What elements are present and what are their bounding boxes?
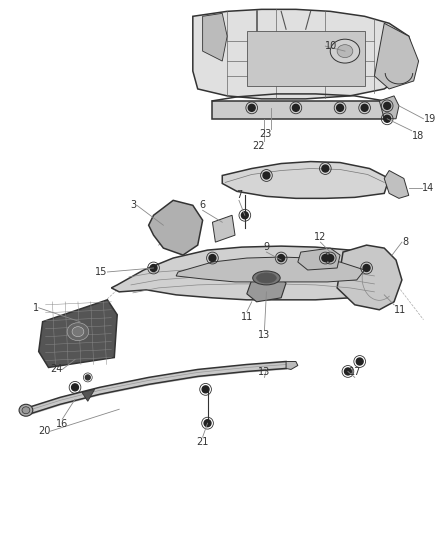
Text: 6: 6: [199, 200, 205, 211]
Circle shape: [262, 172, 269, 179]
Polygon shape: [212, 215, 234, 242]
Ellipse shape: [329, 39, 359, 63]
Polygon shape: [148, 200, 202, 255]
Polygon shape: [336, 245, 401, 310]
Circle shape: [208, 255, 215, 262]
Text: 14: 14: [420, 183, 433, 193]
Polygon shape: [192, 10, 413, 99]
Polygon shape: [246, 275, 286, 302]
Polygon shape: [111, 246, 388, 300]
Circle shape: [71, 384, 78, 391]
Ellipse shape: [252, 271, 279, 285]
Text: 21: 21: [196, 437, 208, 447]
Circle shape: [360, 104, 367, 111]
Circle shape: [241, 212, 248, 219]
Text: 11: 11: [393, 305, 406, 315]
Ellipse shape: [67, 322, 88, 341]
Polygon shape: [222, 161, 388, 198]
Text: 20: 20: [38, 426, 50, 436]
Text: 3: 3: [131, 200, 137, 211]
Polygon shape: [297, 248, 339, 270]
Ellipse shape: [256, 273, 276, 283]
Text: 11: 11: [240, 312, 252, 322]
Circle shape: [201, 386, 208, 393]
Polygon shape: [246, 31, 364, 86]
Circle shape: [204, 419, 211, 426]
Text: 1: 1: [32, 303, 39, 313]
Text: 13: 13: [258, 330, 270, 340]
Circle shape: [248, 104, 254, 111]
Text: 17: 17: [348, 367, 360, 377]
Text: 19: 19: [423, 114, 435, 124]
Text: 15: 15: [95, 267, 107, 277]
Polygon shape: [383, 171, 408, 198]
Text: 12: 12: [314, 232, 326, 242]
Circle shape: [326, 255, 333, 262]
Circle shape: [383, 102, 390, 109]
Circle shape: [85, 375, 90, 380]
Text: 13: 13: [258, 367, 270, 377]
Text: 8: 8: [401, 237, 407, 247]
Polygon shape: [39, 300, 117, 367]
Text: 22: 22: [251, 141, 264, 151]
Ellipse shape: [19, 404, 33, 416]
Text: 9: 9: [263, 242, 269, 252]
Polygon shape: [212, 101, 383, 119]
Polygon shape: [374, 23, 418, 89]
Circle shape: [356, 358, 362, 365]
Circle shape: [336, 104, 343, 111]
Circle shape: [321, 165, 328, 172]
Polygon shape: [176, 257, 364, 282]
Circle shape: [292, 104, 299, 111]
Polygon shape: [286, 361, 297, 369]
Text: 16: 16: [56, 419, 68, 429]
Polygon shape: [378, 96, 398, 119]
Circle shape: [277, 255, 284, 262]
Circle shape: [362, 264, 369, 271]
Ellipse shape: [22, 407, 30, 414]
Circle shape: [150, 264, 157, 271]
Text: 7: 7: [235, 190, 241, 200]
Ellipse shape: [72, 327, 84, 337]
Text: 24: 24: [50, 365, 62, 375]
Polygon shape: [82, 389, 95, 401]
Text: 18: 18: [411, 131, 423, 141]
Polygon shape: [202, 13, 226, 61]
Text: 23: 23: [258, 129, 271, 139]
Circle shape: [383, 115, 390, 122]
Circle shape: [344, 368, 350, 375]
Ellipse shape: [336, 45, 352, 58]
Text: 10: 10: [325, 41, 337, 51]
Circle shape: [321, 255, 328, 262]
